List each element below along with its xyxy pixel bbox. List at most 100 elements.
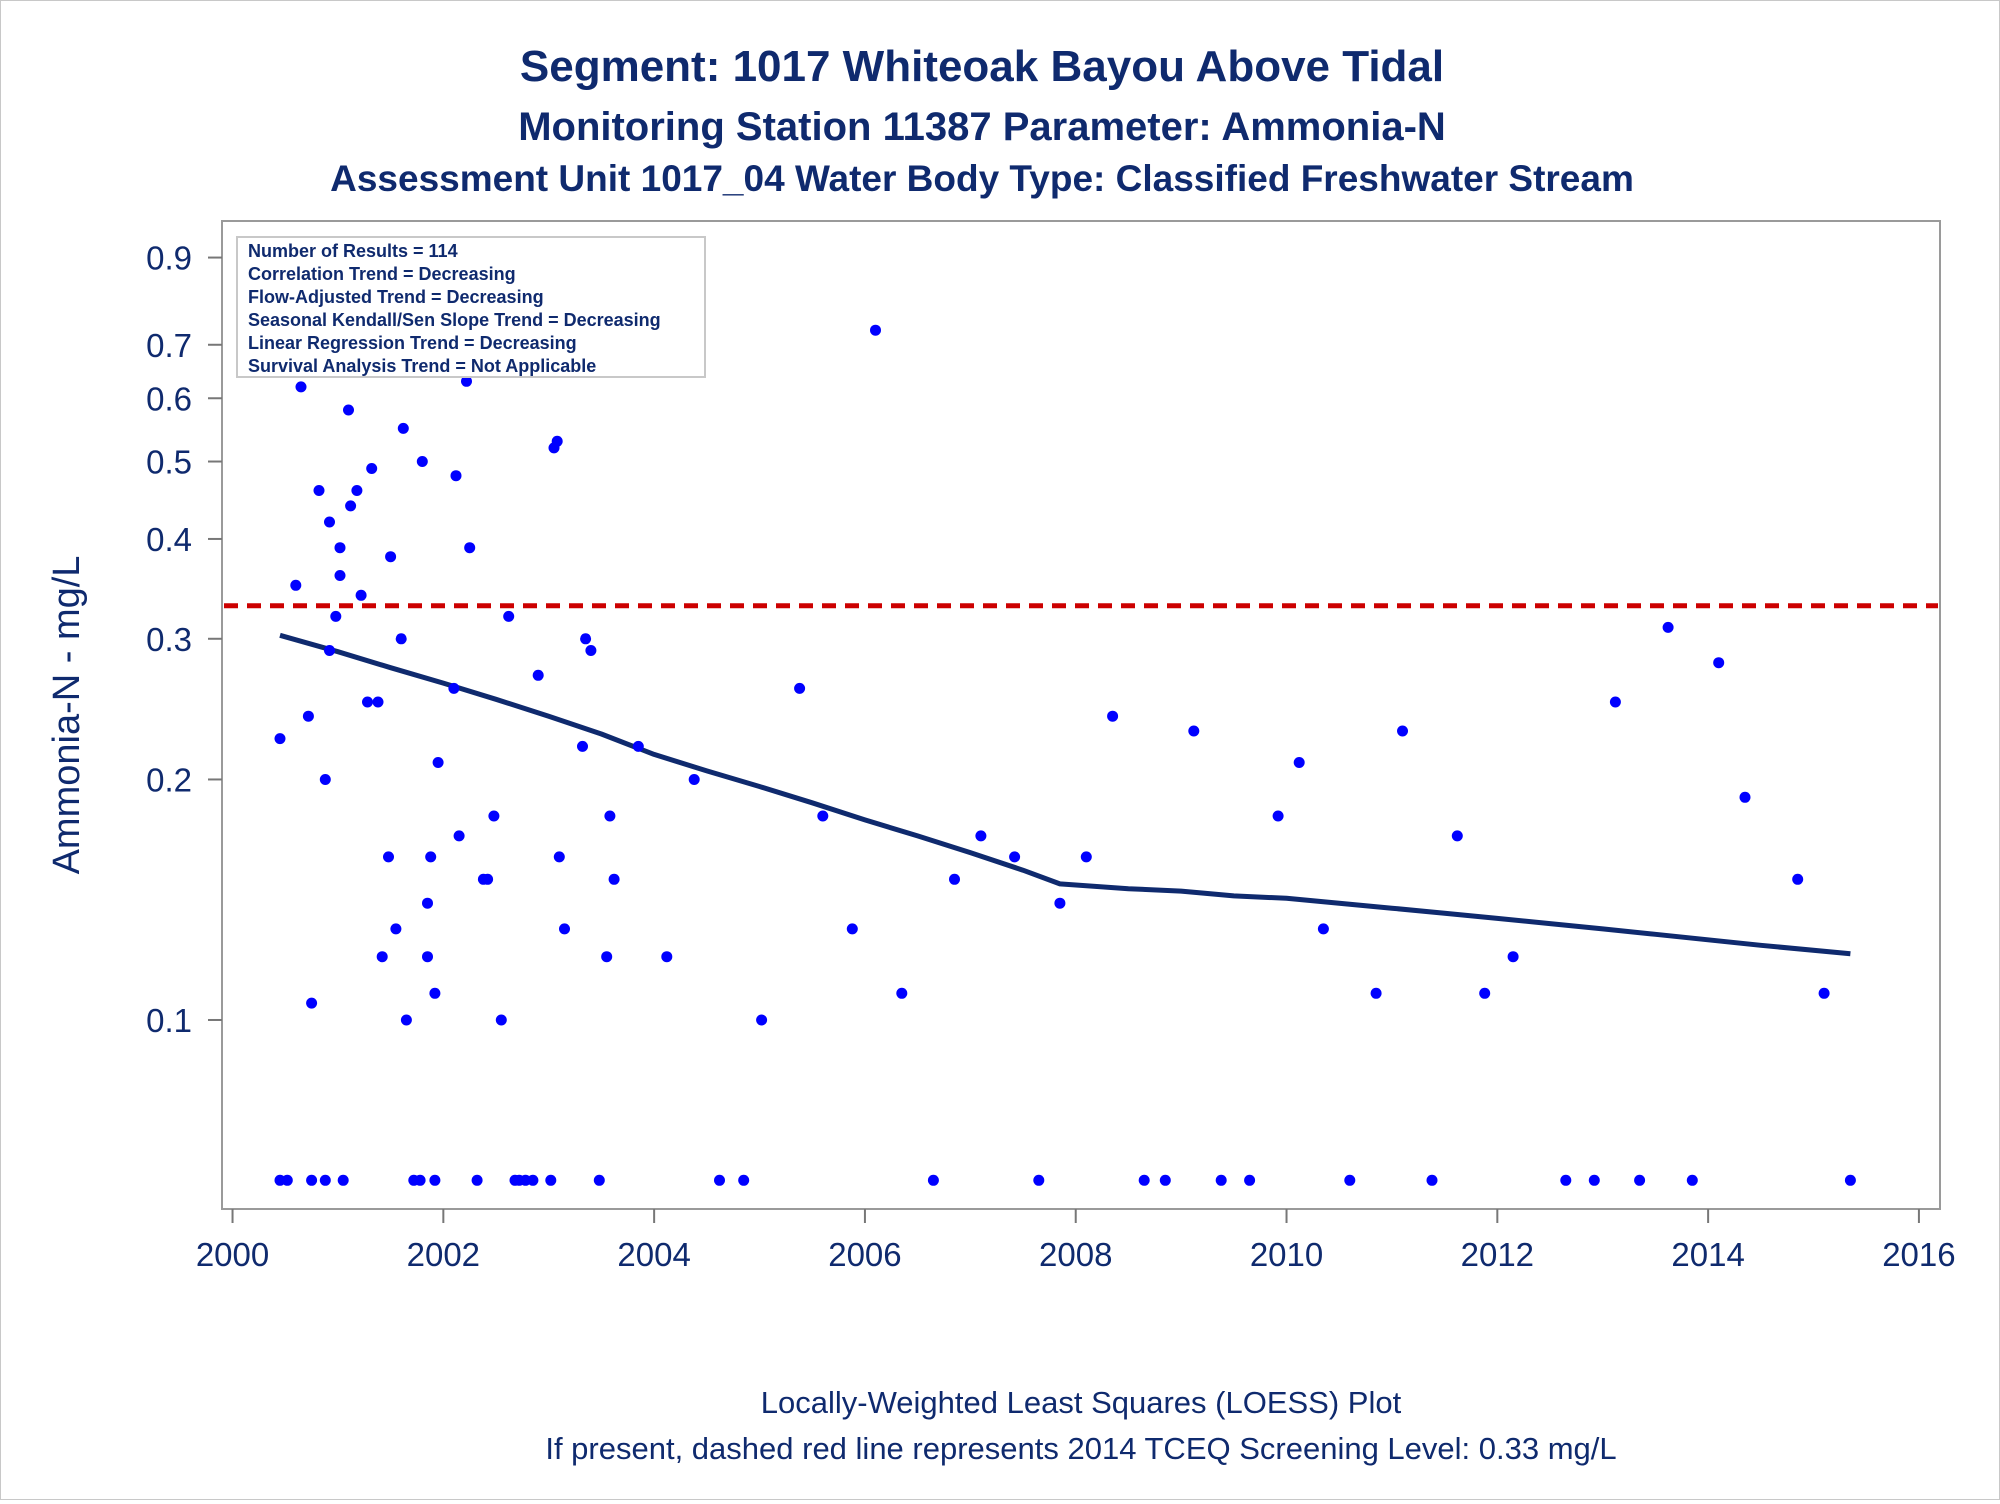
- x-tick-label: 2004: [617, 1236, 690, 1273]
- data-point: [608, 873, 620, 885]
- data-point: [503, 610, 515, 622]
- data-point: [548, 442, 560, 454]
- data-point: [306, 997, 318, 1009]
- censored-data-point: [471, 1174, 483, 1186]
- censored-data-point: [1244, 1174, 1256, 1186]
- censored-data-point: [306, 1174, 318, 1186]
- data-point: [1009, 851, 1021, 863]
- censored-data-point: [1344, 1174, 1356, 1186]
- y-tick-label: 0.9: [146, 240, 192, 277]
- data-point: [1713, 657, 1725, 669]
- data-point: [580, 633, 592, 645]
- censored-data-point: [1215, 1174, 1227, 1186]
- x-tick-label: 2016: [1882, 1236, 1955, 1273]
- data-point: [313, 485, 325, 496]
- data-point: [366, 463, 378, 474]
- data-point: [1188, 725, 1200, 737]
- data-point: [425, 851, 437, 863]
- data-point: [482, 873, 494, 885]
- data-point: [661, 951, 673, 963]
- x-tick-label: 2006: [828, 1236, 901, 1273]
- stats-line-number-of-results: Number of Results = 114: [248, 241, 458, 261]
- data-point: [488, 810, 500, 822]
- y-tick-label: 0.7: [146, 327, 192, 364]
- data-point: [896, 987, 908, 999]
- stats-box: [236, 236, 706, 378]
- data-point: [1293, 757, 1305, 768]
- data-point: [1479, 987, 1491, 999]
- data-point: [397, 422, 409, 434]
- censored-data-point: [1588, 1174, 1600, 1186]
- censored-data-point: [1159, 1174, 1171, 1186]
- data-point: [429, 987, 441, 999]
- data-point: [330, 610, 342, 622]
- data-point: [383, 851, 394, 863]
- data-point: [461, 375, 472, 387]
- censored-data-point: [927, 1174, 939, 1186]
- footnote-screening-level: If present, dashed red line represents 2…: [545, 1431, 1616, 1466]
- chart-title: Segment: 1017 Whiteoak Bayou Above Tidal: [520, 42, 1444, 91]
- chart-subtitle-2: Assessment Unit 1017_04 Water Body Type:…: [330, 158, 1634, 199]
- data-point: [319, 774, 331, 785]
- data-point: [846, 923, 858, 935]
- censored-data-point: [545, 1174, 557, 1186]
- data-point: [975, 830, 987, 842]
- censored-data-point: [1426, 1174, 1438, 1186]
- censored-data-point: [593, 1174, 605, 1186]
- data-point: [532, 669, 544, 681]
- data-point: [274, 733, 286, 745]
- x-tick-label: 2000: [196, 1236, 269, 1273]
- data-point: [422, 897, 433, 909]
- stats-line-seasonal-kendall-trend: Seasonal Kendall/Sen Slope Trend = Decre…: [248, 310, 661, 330]
- censored-data-point: [1560, 1174, 1572, 1186]
- stats-line-survival-analysis-trend: Survival Analysis Trend = Not Applicable: [248, 356, 596, 376]
- data-point: [351, 485, 363, 496]
- data-point: [1272, 810, 1284, 822]
- data-point: [453, 830, 465, 842]
- data-point: [376, 951, 388, 963]
- x-tick-label: 2010: [1250, 1236, 1323, 1273]
- data-point: [324, 516, 335, 528]
- censored-data-point: [1138, 1174, 1150, 1186]
- data-point: [355, 589, 367, 601]
- censored-data-point: [429, 1174, 441, 1186]
- data-point: [949, 873, 960, 885]
- data-point: [559, 923, 570, 935]
- data-point: [553, 851, 565, 863]
- data-point: [334, 542, 346, 554]
- data-point: [688, 774, 700, 785]
- data-point: [870, 324, 881, 336]
- data-point: [632, 740, 644, 752]
- loess-trend-line: [279, 632, 1851, 957]
- data-point: [422, 951, 433, 963]
- data-point: [345, 500, 357, 512]
- chart-subtitle: Monitoring Station 11387 Parameter: Ammo…: [518, 105, 1446, 149]
- data-point: [601, 951, 613, 963]
- data-point: [495, 1014, 507, 1026]
- censored-data-point: [1033, 1174, 1045, 1186]
- plot-area: [221, 220, 1941, 1210]
- censored-data-point: [714, 1174, 725, 1186]
- censored-data-point: [1686, 1174, 1698, 1186]
- y-tick-label: 0.4: [146, 521, 192, 558]
- y-tick-label: 0.2: [146, 761, 192, 798]
- data-point: [302, 710, 314, 722]
- data-point: [756, 1014, 768, 1026]
- data-point: [1451, 830, 1463, 842]
- data-point: [362, 696, 373, 708]
- data-point: [585, 645, 597, 656]
- data-point: [450, 470, 462, 482]
- data-point: [1080, 851, 1092, 863]
- data-point: [343, 404, 354, 416]
- x-axis: 2000 2002 2004 2006 2008 2010 2012 2014 2016: [196, 1209, 1956, 1273]
- censored-data-point: [1634, 1174, 1646, 1186]
- data-points: [274, 306, 1856, 1186]
- y-tick-label: 0.3: [146, 621, 192, 658]
- censored-data-point: [319, 1174, 331, 1186]
- data-point: [464, 542, 476, 554]
- censored-data-point: [337, 1174, 349, 1186]
- data-point: [1818, 987, 1830, 999]
- data-point: [290, 579, 302, 591]
- x-tick-label: 2008: [1039, 1236, 1112, 1273]
